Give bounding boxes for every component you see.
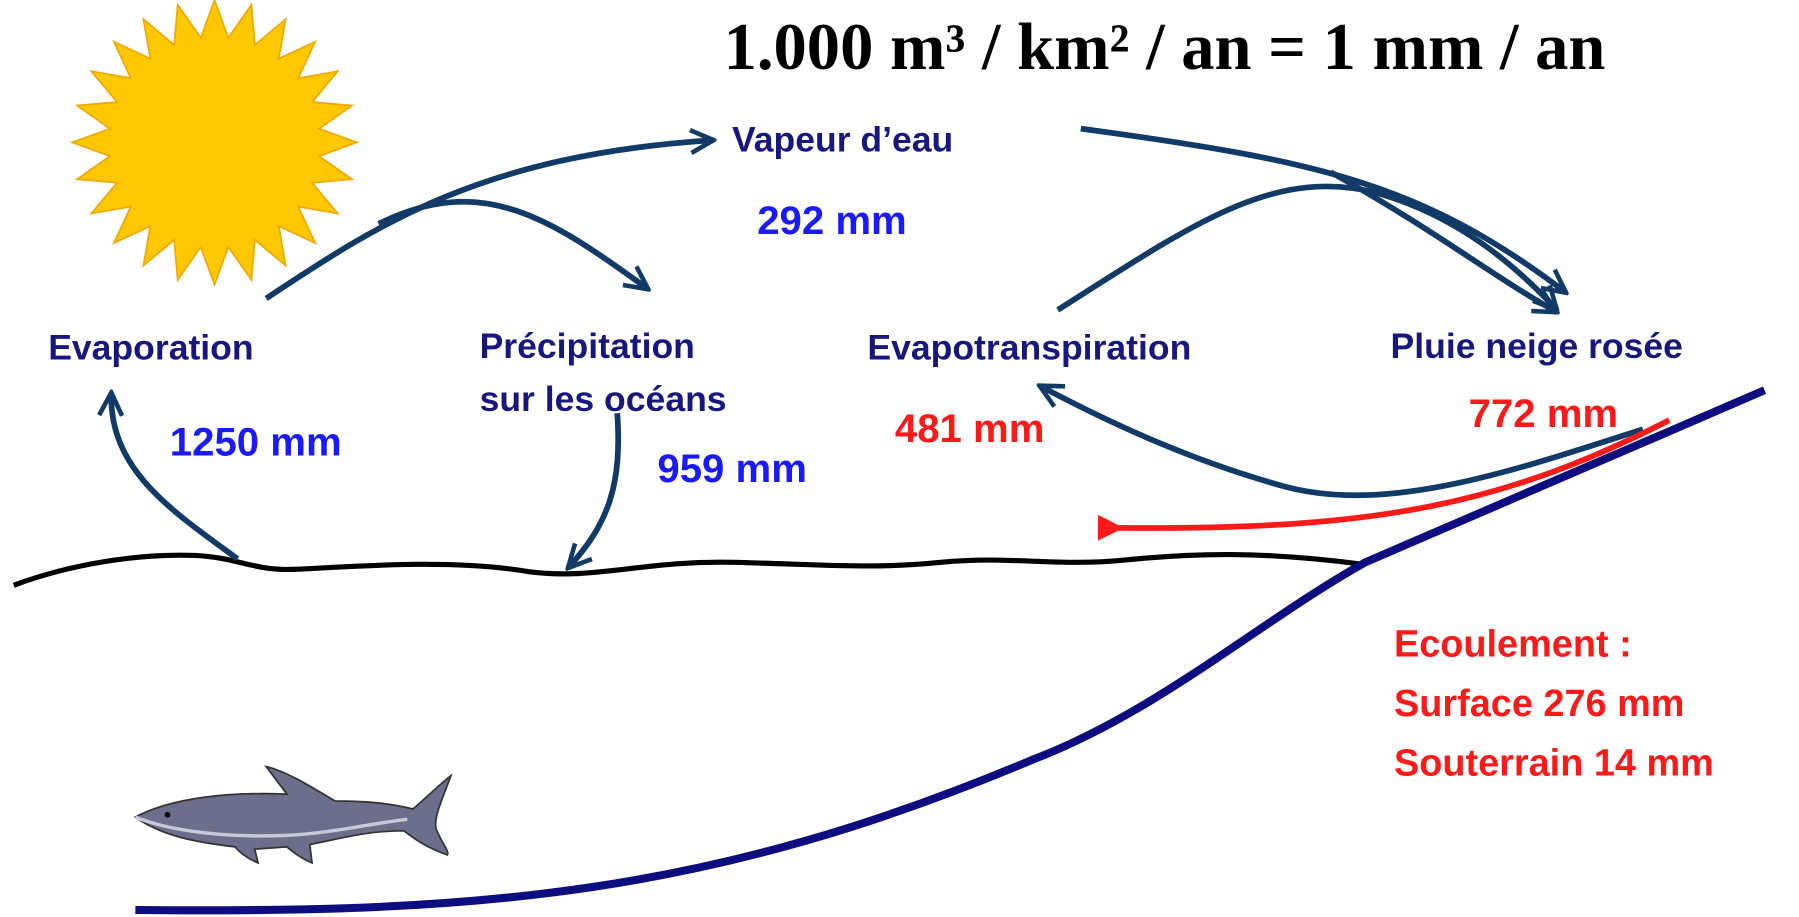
flow-vapor bbox=[266, 140, 713, 298]
water-cycle-diagram: 1.000 m³ / km² / an = 1 mm / an Vapeur d… bbox=[0, 0, 1799, 917]
node-amount: 772 mm bbox=[1469, 391, 1619, 436]
node-label: Vapeur d’eau bbox=[732, 120, 953, 160]
runoff-heading: Ecoulement : bbox=[1394, 623, 1632, 665]
flow-vapor-to-land bbox=[1081, 129, 1566, 293]
node-amount: 292 mm bbox=[757, 198, 907, 243]
node-label: Pluie neige rosée bbox=[1391, 326, 1683, 366]
runoff-line: Surface 276 mm bbox=[1394, 683, 1684, 725]
node-label: Evaporation bbox=[48, 327, 253, 367]
shark bbox=[135, 767, 451, 863]
node-amount: 481 mm bbox=[895, 406, 1045, 451]
node-label: Précipitation bbox=[480, 326, 695, 366]
page: {"title": "1.000 m³ / km² / an = 1 mm / … bbox=[0, 0, 1799, 917]
flow-evapotranspiration bbox=[1058, 186, 1557, 309]
flow-precip-down bbox=[568, 413, 618, 568]
flow-runoff bbox=[1119, 420, 1670, 528]
flow-ocean-precip bbox=[379, 202, 649, 289]
flow-vapor-to-land-2 bbox=[1331, 172, 1557, 312]
node-label: sur les océans bbox=[480, 379, 727, 419]
sun bbox=[72, 0, 357, 285]
flow-evaporation-up bbox=[111, 393, 237, 559]
node-amount: 959 mm bbox=[657, 446, 807, 491]
runoff-line: Souterrain 14 mm bbox=[1394, 743, 1714, 785]
title: 1.000 m³ / km² / an = 1 mm / an bbox=[724, 11, 1606, 84]
node-amount: 1250 mm bbox=[170, 420, 342, 465]
sea-surface bbox=[14, 555, 1366, 586]
node-label: Evapotranspiration bbox=[867, 327, 1191, 367]
